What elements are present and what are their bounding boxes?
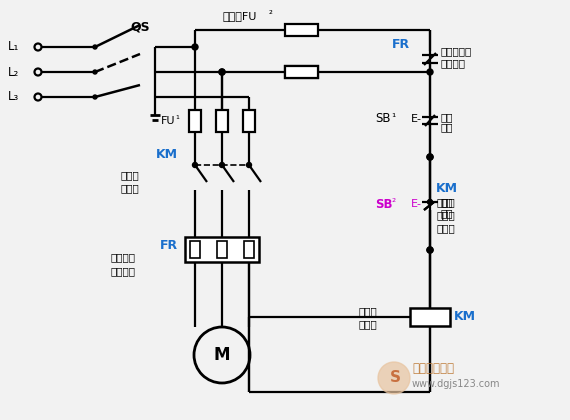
Text: 助触头: 助触头: [436, 223, 455, 233]
Text: S: S: [390, 370, 401, 386]
Bar: [185, 237, 259, 262]
Text: 热继电器的: 热继电器的: [440, 46, 471, 56]
Text: 的热元件: 的热元件: [110, 267, 135, 276]
Text: 接触器: 接触器: [358, 306, 377, 316]
Bar: [285, 66, 318, 78]
Text: 的线圈: 的线圈: [358, 319, 377, 329]
Circle shape: [192, 44, 198, 50]
Text: KM: KM: [436, 181, 458, 194]
Text: FU: FU: [161, 116, 175, 126]
Text: 按钮: 按钮: [440, 208, 453, 218]
Text: KM: KM: [156, 149, 178, 162]
Text: ₁: ₁: [391, 109, 395, 119]
Text: 接触器: 接触器: [120, 170, 139, 180]
Text: 主触头: 主触头: [120, 183, 139, 193]
Circle shape: [246, 163, 251, 168]
Text: 常开辅: 常开辅: [436, 210, 455, 220]
Text: SB: SB: [375, 113, 390, 126]
Circle shape: [427, 69, 433, 75]
Text: L₃: L₃: [8, 90, 19, 103]
Circle shape: [427, 154, 433, 160]
Circle shape: [378, 362, 410, 394]
Text: ₁: ₁: [175, 111, 179, 121]
Circle shape: [93, 70, 97, 74]
Text: 熔断器FU: 熔断器FU: [222, 11, 256, 21]
Text: 接触器: 接触器: [436, 197, 455, 207]
Bar: [243, 110, 255, 132]
Circle shape: [93, 45, 97, 49]
Circle shape: [93, 95, 97, 99]
Circle shape: [427, 247, 433, 253]
Circle shape: [427, 154, 433, 160]
Text: KM: KM: [454, 310, 476, 323]
Circle shape: [193, 163, 197, 168]
Text: E-: E-: [411, 199, 422, 209]
Circle shape: [219, 69, 225, 75]
Circle shape: [428, 200, 433, 205]
Text: L₂: L₂: [8, 66, 19, 79]
Bar: [410, 308, 450, 326]
Text: M: M: [214, 346, 230, 364]
Text: QS: QS: [130, 21, 150, 34]
Text: SB: SB: [375, 197, 393, 210]
Text: 热继电器: 热继电器: [110, 252, 135, 262]
Text: ₂: ₂: [269, 6, 273, 16]
Text: www.dgjs123.com: www.dgjs123.com: [412, 379, 500, 389]
Text: 按钮: 按钮: [440, 122, 453, 132]
Bar: [285, 66, 318, 78]
Text: ₂: ₂: [391, 194, 395, 204]
Bar: [244, 241, 254, 258]
Text: FR: FR: [392, 39, 410, 52]
Bar: [217, 241, 227, 258]
Text: E-: E-: [411, 114, 422, 124]
Circle shape: [427, 247, 433, 253]
Bar: [190, 241, 200, 258]
Bar: [216, 110, 228, 132]
Bar: [189, 110, 201, 132]
Circle shape: [428, 200, 432, 204]
Text: 停止: 停止: [440, 112, 453, 122]
Text: FR: FR: [160, 239, 178, 252]
Bar: [285, 24, 318, 36]
Circle shape: [219, 163, 225, 168]
Circle shape: [219, 69, 225, 75]
Text: L₁: L₁: [8, 40, 19, 53]
Text: 电工技术之家: 电工技术之家: [412, 362, 454, 375]
Text: 启动: 启动: [440, 197, 453, 207]
Text: 常闭触头: 常闭触头: [440, 58, 465, 68]
